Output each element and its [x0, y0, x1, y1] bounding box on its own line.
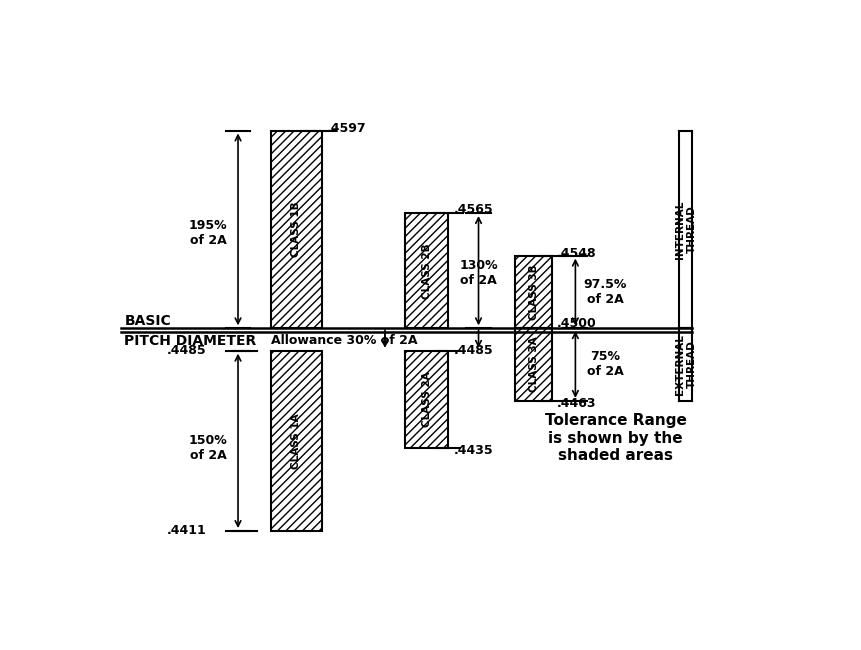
Text: Tolerance Range
is shown by the
shaded areas: Tolerance Range is shown by the shaded a… [544, 413, 685, 463]
Text: Allowance 30% of 2A: Allowance 30% of 2A [271, 334, 418, 347]
Text: .4597: .4597 [326, 122, 366, 135]
Text: CLASS 2A: CLASS 2A [421, 372, 431, 428]
Text: 75%
of 2A: 75% of 2A [586, 350, 623, 378]
Text: 97.5%
of 2A: 97.5% of 2A [583, 278, 627, 306]
Bar [271, 131, 321, 328]
Text: CLASS 2B: CLASS 2B [421, 243, 431, 298]
Text: .4565: .4565 [453, 203, 492, 216]
Text: .4411: .4411 [167, 525, 207, 538]
Text: .4548: .4548 [556, 247, 596, 259]
Text: .4485: .4485 [167, 344, 207, 358]
Text: 195%
of 2A: 195% of 2A [189, 219, 227, 247]
Text: .4485: .4485 [453, 344, 492, 358]
Text: CLASS 1B: CLASS 1B [291, 202, 301, 257]
Text: .4463: .4463 [556, 396, 596, 410]
Text: .4435: .4435 [453, 445, 492, 458]
Bar [271, 351, 321, 531]
Text: BASIC: BASIC [124, 314, 171, 328]
Text: 130%
of 2A: 130% of 2A [459, 259, 498, 287]
Text: EXTERNAL
THREAD: EXTERNAL THREAD [674, 334, 696, 395]
Text: CLASS 3B: CLASS 3B [528, 264, 538, 320]
Bar [405, 351, 448, 448]
Bar [405, 213, 448, 328]
Text: INTERNAL
THREAD: INTERNAL THREAD [674, 200, 696, 259]
Text: .4500: .4500 [556, 317, 596, 330]
Text: PITCH DIAMETER: PITCH DIAMETER [124, 333, 257, 348]
Bar [515, 255, 551, 328]
Bar [515, 328, 551, 401]
Text: 150%
of 2A: 150% of 2A [189, 434, 227, 462]
Text: CLASS 1A: CLASS 1A [291, 413, 301, 469]
Text: CLASS 3A: CLASS 3A [528, 337, 538, 393]
